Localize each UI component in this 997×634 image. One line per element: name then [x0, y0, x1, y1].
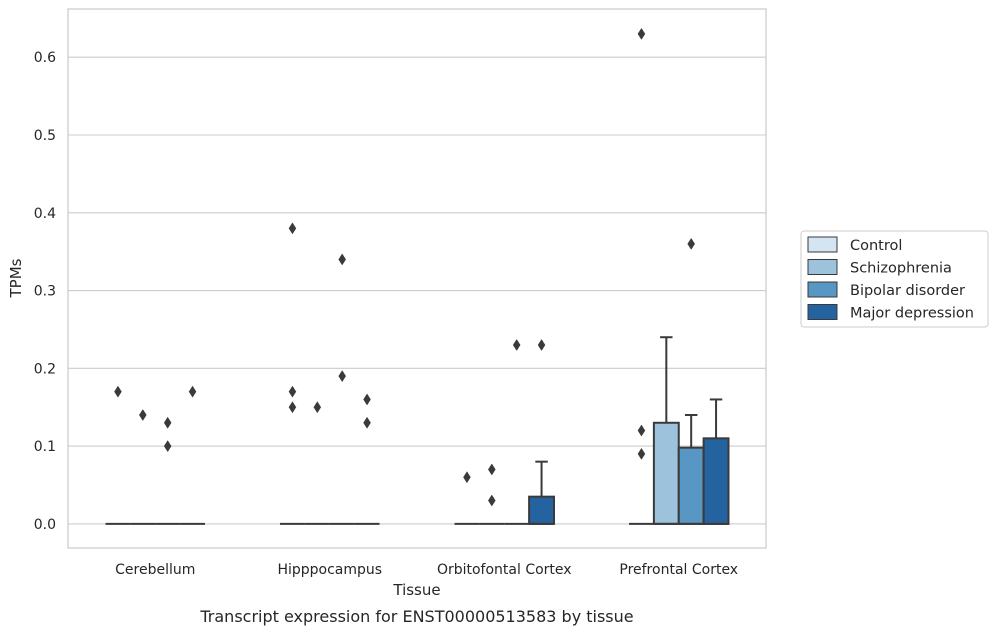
box-group — [479, 463, 505, 525]
outlier-point — [313, 401, 322, 414]
box — [528, 495, 555, 525]
outlier-point — [637, 424, 646, 437]
legend-swatch — [807, 281, 838, 298]
legend-swatch — [807, 304, 838, 320]
y-tick-label: 0.0 — [34, 517, 56, 533]
outlier-point — [363, 416, 371, 429]
legend-swatch — [807, 236, 838, 253]
x-tick-label: Orbitofontal Cortex — [437, 562, 572, 578]
box — [677, 446, 705, 525]
y-tick-label: 0.5 — [34, 128, 56, 144]
x-tick-label: Prefrontal Cortex — [619, 562, 738, 578]
outlier-point — [338, 370, 346, 383]
outlier-point — [637, 447, 646, 460]
outlier-point — [288, 385, 297, 398]
box-group — [280, 222, 305, 525]
box-group — [180, 385, 205, 525]
box-group — [504, 339, 530, 525]
y-tick-label: 0.3 — [34, 284, 56, 300]
outlier-point — [288, 222, 297, 235]
legend-label: Bipolar disorder — [850, 283, 965, 299]
outlier-point — [163, 440, 172, 453]
y-tick-labels: 0.0 0.1 0.2 0.3 0.4 0.5 0.6 — [34, 50, 56, 533]
y-tick-label: 0.2 — [34, 361, 56, 377]
box-group — [130, 409, 156, 525]
legend-label: Schizophrenia — [850, 261, 952, 277]
outlier-point — [288, 401, 297, 414]
x-tick-label: Hipppocampus — [277, 562, 382, 578]
box-group — [702, 398, 730, 525]
outlier-point — [338, 253, 346, 266]
y-tick-label: 0.4 — [34, 206, 56, 222]
outlier-point — [139, 409, 147, 421]
legend-label: Major depression — [850, 306, 974, 322]
legend-swatch — [807, 259, 838, 275]
box-group — [304, 401, 330, 525]
outlier-point — [687, 237, 695, 250]
box-group — [677, 237, 705, 525]
x-tick-labels: Cerebellum Hipppocampus Orbitofontal Corte… — [115, 562, 738, 578]
x-tick-label: Cerebellum — [115, 562, 195, 578]
box-group — [528, 339, 555, 525]
y-axis-title: TPMs — [7, 258, 25, 298]
box — [702, 437, 730, 525]
x-axis-title: Tissue — [392, 581, 440, 599]
legend-label: Control — [850, 238, 902, 254]
outlier-point — [488, 494, 496, 507]
outlier-point — [512, 339, 521, 351]
box-group — [629, 27, 654, 525]
outlier-point — [163, 416, 172, 429]
chart-caption: Transcript expression for ENST0000051358… — [199, 607, 633, 626]
boxes — [105, 27, 730, 525]
outlier-point — [114, 385, 122, 398]
box-group — [155, 416, 181, 525]
outlier-point — [488, 463, 496, 476]
box-group — [329, 253, 355, 525]
plot-frame — [67, 8, 767, 549]
box-group — [354, 393, 380, 525]
outlier-point — [537, 339, 546, 351]
box-group — [454, 471, 480, 525]
y-tick-label: 0.1 — [34, 439, 56, 455]
outlier-point — [363, 393, 371, 406]
box — [652, 421, 680, 525]
legend-frame — [800, 230, 989, 328]
y-tick-label: 0.6 — [34, 50, 56, 66]
outlier-point — [637, 27, 646, 40]
outlier-point — [188, 385, 197, 398]
outlier-point — [463, 471, 471, 484]
box-group — [105, 385, 131, 525]
legend: Control Schizophrenia Bipolar disorder Majo… — [800, 230, 989, 328]
